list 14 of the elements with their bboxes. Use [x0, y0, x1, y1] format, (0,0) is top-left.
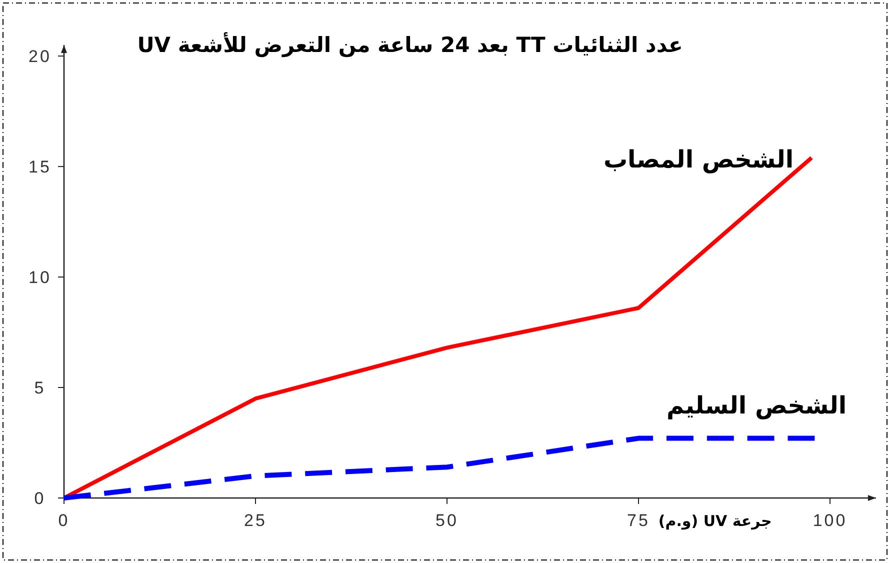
x-tick-label: 75 — [627, 511, 650, 530]
x-tick-label: 0 — [58, 511, 70, 530]
y-tick-label: 5 — [34, 378, 46, 398]
series-label: الشخص السليم — [666, 391, 847, 420]
x-tick-label: 50 — [436, 511, 458, 530]
y-tick-label: 0 — [34, 489, 46, 508]
series-label: الشخص المصاب — [603, 146, 794, 174]
y-tick-label: 10 — [28, 268, 52, 288]
x-axis-title: جرعة UV (و.م) — [658, 512, 772, 530]
x-tick-label: 100 — [812, 511, 848, 530]
chart-title: عدد الثنائيات TT بعد 24 ساعة من التعرض للأشعة UV — [137, 32, 683, 58]
x-tick-label: 25 — [244, 511, 267, 530]
y-tick-label: 15 — [28, 158, 52, 177]
y-tick-label: 20 — [28, 47, 52, 66]
